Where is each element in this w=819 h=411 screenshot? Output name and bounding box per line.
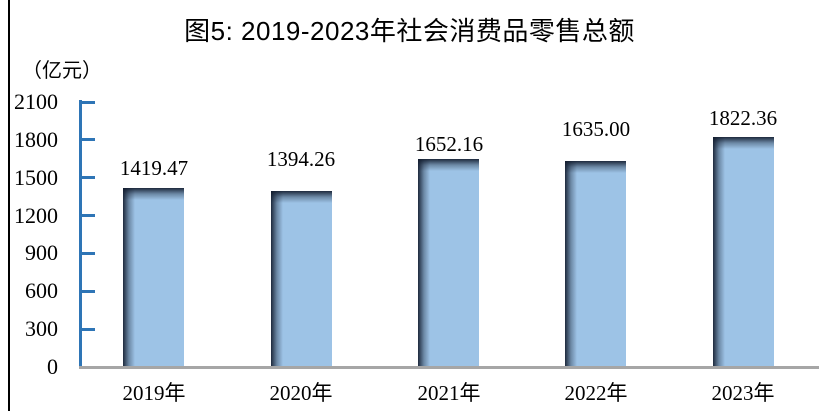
y-axis-tick-label: 2100	[14, 89, 58, 114]
x-axis-tick-label: 2021年	[417, 381, 481, 405]
x-axis-line	[79, 366, 819, 369]
bar	[565, 161, 626, 366]
y-axis-tick-label: 300	[25, 316, 58, 341]
y-axis-tick	[82, 176, 95, 179]
y-axis-unit-label: （亿元）	[22, 60, 102, 82]
bar	[418, 159, 479, 366]
y-axis-tick-label: 1800	[14, 127, 58, 152]
y-axis-tick-label: 0	[47, 354, 58, 379]
y-axis-tick-label: 1500	[14, 165, 58, 190]
document-left-border	[8, 0, 10, 411]
y-axis-tick	[82, 252, 95, 255]
chart-title: 图5: 2019-2023年社会消费品零售总额	[184, 16, 635, 46]
y-axis-tick-label: 900	[25, 240, 58, 265]
bar	[123, 188, 184, 366]
bar	[271, 191, 332, 366]
y-axis-tick	[82, 138, 95, 141]
bar-value-label: 1822.36	[708, 106, 778, 130]
y-axis-tick	[82, 101, 95, 104]
y-axis-tick	[82, 214, 95, 217]
bar-value-label: 1635.00	[561, 117, 631, 141]
bar-value-label: 1394.26	[266, 147, 336, 171]
x-axis-tick-label: 2022年	[564, 381, 628, 405]
y-axis-tick-label: 600	[25, 278, 58, 303]
bar-value-label: 1652.16	[414, 132, 484, 156]
x-axis-tick-label: 2023年	[711, 381, 775, 405]
y-axis-line	[79, 100, 82, 367]
bar-value-label: 1419.47	[119, 156, 189, 180]
y-axis-tick	[82, 290, 95, 293]
x-axis-tick-label: 2019年	[122, 381, 186, 405]
x-axis-tick-label: 2020年	[269, 381, 333, 405]
y-axis-tick-label: 1200	[14, 203, 58, 228]
y-axis-tick	[82, 328, 95, 331]
bar	[713, 137, 774, 366]
